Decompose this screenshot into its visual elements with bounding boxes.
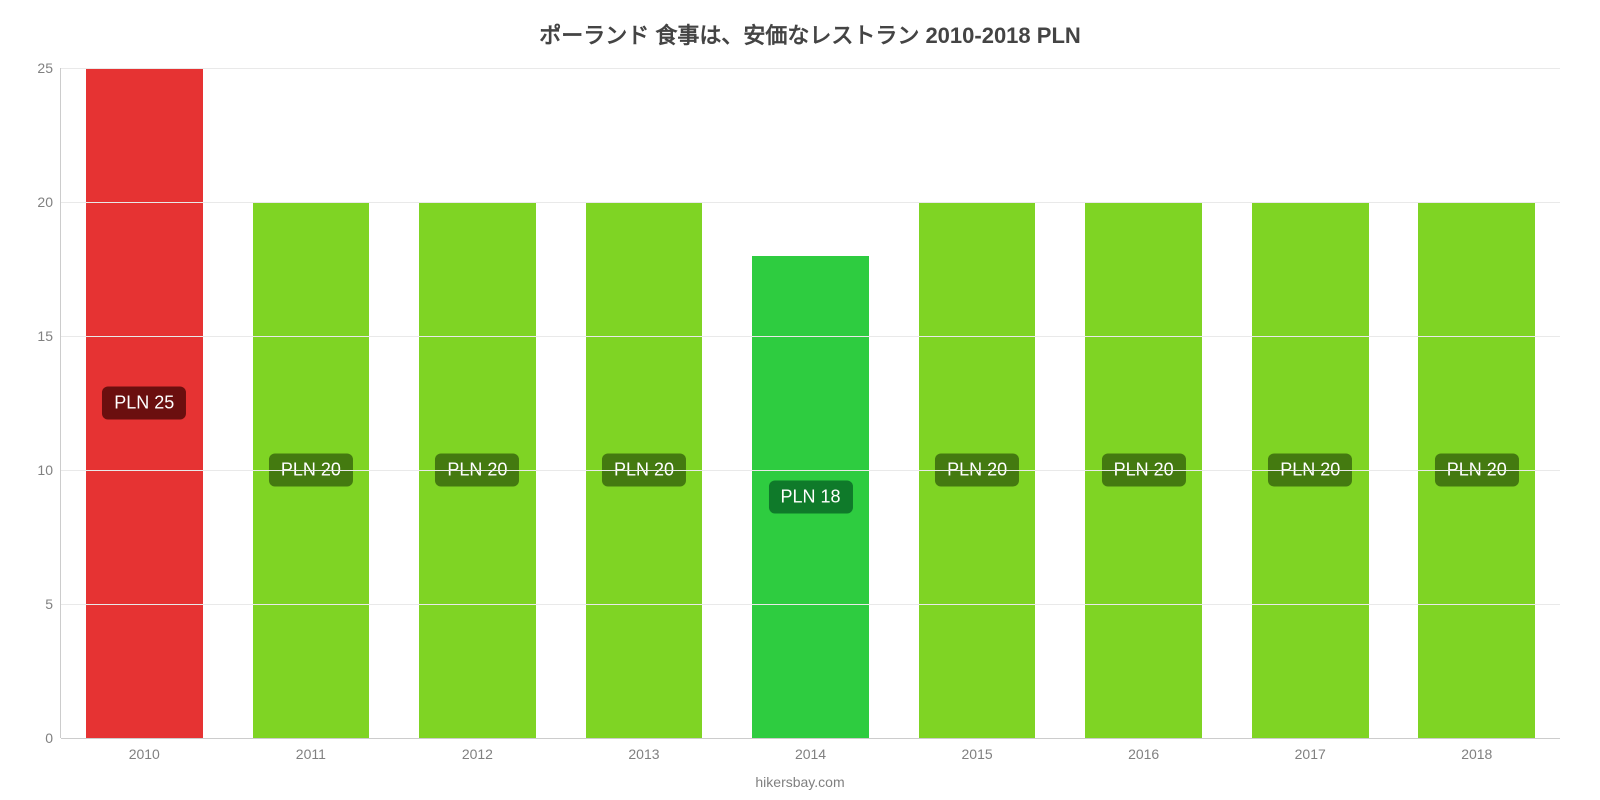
bar-slot: PLN 20	[894, 68, 1061, 738]
y-tick-label: 25	[21, 60, 53, 76]
bar-slot: PLN 20	[1394, 68, 1561, 738]
bar-value-label: PLN 25	[102, 387, 186, 420]
credit-text: hikersbay.com	[0, 774, 1600, 790]
x-tick-label: 2012	[394, 746, 561, 762]
bar-slot: PLN 20	[1227, 68, 1394, 738]
bar-slot: PLN 25	[61, 68, 228, 738]
y-tick-label: 15	[21, 328, 53, 344]
gridline	[61, 202, 1560, 203]
y-tick-label: 0	[21, 730, 53, 746]
bar: PLN 18	[752, 256, 869, 738]
gridline	[61, 738, 1560, 739]
bar-slot: PLN 20	[394, 68, 561, 738]
plot-area: PLN 25PLN 20PLN 20PLN 20PLN 18PLN 20PLN …	[60, 68, 1560, 738]
x-tick-label: 2011	[228, 746, 395, 762]
chart-title: ポーランド 食事は、安価なレストラン 2010-2018 PLN	[60, 18, 1560, 50]
chart-container: ポーランド 食事は、安価なレストラン 2010-2018 PLN PLN 25 P…	[0, 0, 1600, 800]
y-tick-label: 5	[21, 596, 53, 612]
y-tick-label: 20	[21, 194, 53, 210]
x-axis-labels: 201020112012201320142015201620172018	[61, 746, 1560, 762]
bar-slot: PLN 20	[228, 68, 395, 738]
x-tick-label: 2014	[727, 746, 894, 762]
x-tick-label: 2018	[1394, 746, 1561, 762]
x-tick-label: 2016	[1060, 746, 1227, 762]
bar-slot: PLN 20	[1060, 68, 1227, 738]
x-tick-label: 2013	[561, 746, 728, 762]
bar: PLN 25	[86, 68, 203, 738]
x-tick-label: 2015	[894, 746, 1061, 762]
gridline	[61, 336, 1560, 337]
gridline	[61, 470, 1560, 471]
bar-slot: PLN 18	[727, 68, 894, 738]
gridline	[61, 604, 1560, 605]
x-tick-label: 2017	[1227, 746, 1394, 762]
gridline	[61, 68, 1560, 69]
bars-layer: PLN 25PLN 20PLN 20PLN 20PLN 18PLN 20PLN …	[61, 68, 1560, 738]
bar-slot: PLN 20	[561, 68, 728, 738]
bar-value-label: PLN 18	[769, 480, 853, 513]
y-tick-label: 10	[21, 462, 53, 478]
x-tick-label: 2010	[61, 746, 228, 762]
